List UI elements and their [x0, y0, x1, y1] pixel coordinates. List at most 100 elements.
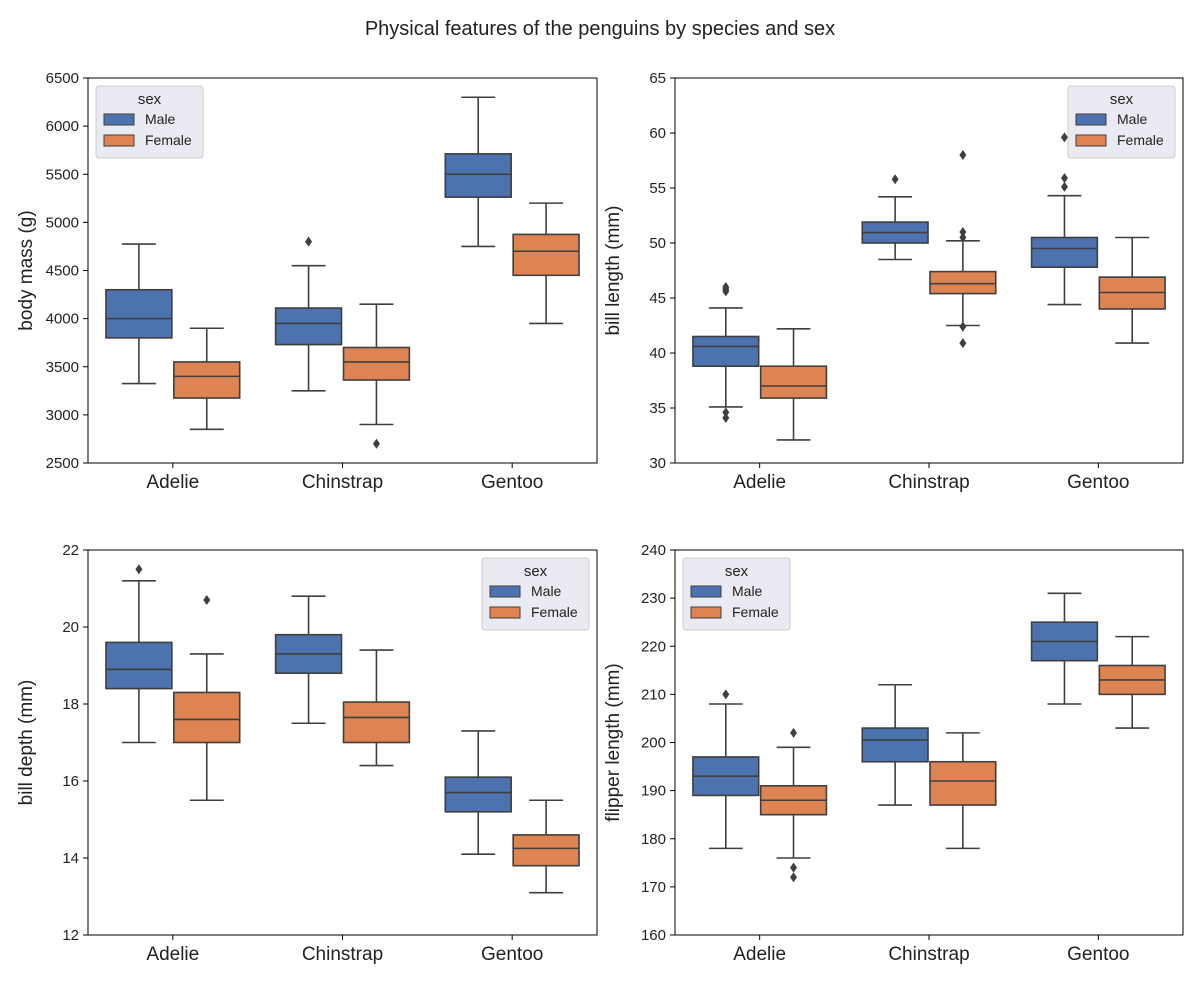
- legend-label: Male: [732, 583, 763, 599]
- y-axis-label: body mass (g): [16, 210, 37, 330]
- category-label: Chinstrap: [302, 472, 383, 493]
- category-label: Adelie: [733, 944, 786, 965]
- y-tick-label: 160: [641, 927, 666, 944]
- legend: sex Male Female: [682, 557, 791, 631]
- box-female: [512, 834, 580, 867]
- outlier-point: [1060, 181, 1068, 192]
- outlier-point: [959, 227, 967, 237]
- legend-title: sex: [138, 91, 162, 108]
- legend: sex Male Female: [1067, 85, 1176, 159]
- y-tick-label: 190: [641, 783, 666, 800]
- legend-swatch-female: [690, 606, 722, 619]
- category-label: Gentoo: [481, 472, 543, 493]
- legend-label: Male: [145, 111, 176, 127]
- y-tick-label: 4500: [46, 263, 79, 280]
- y-tick-label: 4000: [46, 311, 79, 328]
- category-label: Adelie: [733, 472, 786, 493]
- legend-swatch-female: [103, 134, 135, 147]
- legend-swatch-female: [489, 606, 521, 619]
- box-female: [929, 760, 997, 806]
- outlier-point: [959, 338, 967, 349]
- outlier-point: [305, 236, 313, 247]
- y-tick-label: 14: [62, 850, 79, 867]
- category-label: Gentoo: [1067, 944, 1129, 965]
- y-tick-label: 200: [641, 735, 666, 752]
- panel-3: 12 14 16 18 20 22 Adelie Chinstrap Gentoo bill de…: [16, 542, 598, 965]
- axes-frame: [87, 77, 598, 464]
- y-tick-label: 2500: [46, 455, 79, 472]
- legend-label: Male: [531, 583, 562, 599]
- box-male: [274, 307, 343, 346]
- category-label: Chinstrap: [888, 472, 969, 493]
- box-male: [444, 153, 512, 198]
- box-female: [173, 361, 241, 399]
- y-tick-label: 230: [641, 590, 666, 607]
- outlier-point: [959, 232, 967, 243]
- box-female: [173, 691, 241, 744]
- y-tick-label: 60: [649, 125, 666, 142]
- category-label: Adelie: [146, 944, 199, 965]
- outlier-point: [722, 689, 730, 700]
- y-tick-label: 3000: [46, 407, 79, 424]
- y-axis-label: bill depth (mm): [16, 680, 37, 806]
- y-tick-label: 40: [649, 345, 666, 362]
- outlier-point: [722, 412, 730, 423]
- category-label: Chinstrap: [302, 944, 383, 965]
- axes-frame: [87, 549, 598, 936]
- y-axis-label: bill length (mm): [603, 206, 624, 336]
- category-label: Adelie: [146, 472, 199, 493]
- y-tick-label: 12: [62, 927, 79, 944]
- box-female: [342, 701, 411, 744]
- category-label: Chinstrap: [888, 944, 969, 965]
- outlier-point: [203, 595, 211, 606]
- outlier-point: [135, 564, 143, 575]
- outlier-point: [790, 862, 798, 873]
- y-tick-label: 35: [649, 400, 666, 417]
- box-male: [105, 641, 173, 690]
- y-axis-label: flipper length (mm): [603, 663, 624, 821]
- legend-swatch-male: [1075, 113, 1107, 126]
- y-tick-label: 210: [641, 686, 666, 703]
- y-tick-label: 170: [641, 879, 666, 896]
- y-tick-label: 22: [62, 542, 79, 559]
- outlier-point: [891, 174, 899, 185]
- box-male: [692, 335, 760, 368]
- y-tick-label: 180: [641, 831, 666, 848]
- box-male: [444, 776, 512, 813]
- box-female: [512, 233, 580, 277]
- y-tick-label: 18: [62, 696, 79, 713]
- legend-label: Female: [1117, 132, 1164, 148]
- box-male: [1030, 236, 1099, 269]
- y-tick-label: 240: [641, 542, 666, 559]
- outlier-point: [959, 150, 967, 160]
- outlier-point: [790, 872, 798, 883]
- y-tick-label: 16: [62, 773, 79, 790]
- axes-frame: [674, 549, 1184, 936]
- legend-title: sex: [1110, 91, 1134, 108]
- y-tick-label: 220: [641, 638, 666, 655]
- legend-swatch-male: [489, 585, 521, 598]
- y-tick-label: 5000: [46, 214, 79, 231]
- y-tick-label: 50: [649, 235, 666, 252]
- legend-swatch-female: [1075, 134, 1107, 147]
- legend-swatch-male: [103, 113, 135, 126]
- outlier-point: [372, 438, 380, 449]
- box-female: [929, 270, 997, 295]
- y-tick-label: 3500: [46, 359, 79, 376]
- y-tick-label: 20: [62, 619, 79, 636]
- legend-label: Female: [145, 132, 192, 148]
- outlier-point: [722, 282, 730, 292]
- legend-title: sex: [725, 563, 749, 580]
- legend-label: Female: [732, 604, 779, 620]
- legend: sex Male Female: [95, 85, 204, 159]
- category-label: Gentoo: [1067, 472, 1129, 493]
- y-tick-label: 45: [649, 290, 666, 307]
- outlier-point: [790, 727, 798, 738]
- legend: sex Male Female: [481, 557, 590, 631]
- box-male: [861, 727, 929, 763]
- panel-2: 30 35 40 45 50 55 60 65 Adelie Chinstrap Gentoo bil…: [603, 70, 1184, 493]
- legend-label: Male: [1117, 111, 1148, 127]
- outlier-point: [959, 321, 967, 332]
- outlier-point: [1060, 132, 1068, 143]
